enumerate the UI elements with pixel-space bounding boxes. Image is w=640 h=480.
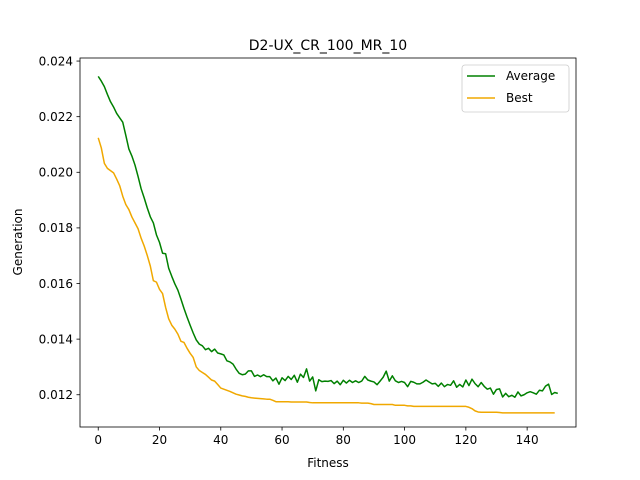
- legend-label-best: Best: [506, 91, 533, 105]
- y-tick-label: 0.018: [39, 221, 73, 235]
- x-tick-label: 40: [213, 433, 228, 447]
- x-tick-label: 140: [516, 433, 539, 447]
- y-tick-label: 0.014: [39, 332, 73, 346]
- y-axis-label: Generation: [11, 209, 25, 276]
- legend: Average Best: [461, 64, 570, 113]
- series-line-best: [97, 137, 555, 414]
- x-tick-label: 100: [393, 433, 416, 447]
- plot-area: [80, 58, 576, 427]
- legend-label-average: Average: [506, 69, 555, 83]
- y-tick-label: 0.012: [39, 388, 73, 402]
- x-tick-label: 60: [274, 433, 289, 447]
- x-tick-label: 80: [336, 433, 351, 447]
- x-axis-label: Fitness: [307, 456, 349, 470]
- ticks-layer: 0 20 40 60 80 100 120 140 0.012 0.014 0.016 0.018 0.…: [39, 54, 539, 447]
- y-tick-label: 0.020: [39, 166, 73, 180]
- chart-title: D2-UX_CR_100_MR_10: [249, 38, 407, 54]
- y-tick-label: 0.022: [39, 110, 73, 124]
- y-tick-label: 0.024: [39, 54, 73, 68]
- x-tick-label: 0: [94, 433, 102, 447]
- x-tick-label: 20: [152, 433, 167, 447]
- series-line-average: [97, 75, 558, 398]
- series-layer: [97, 75, 558, 414]
- y-tick-label: 0.016: [39, 277, 73, 291]
- plot-frame: [79, 57, 577, 428]
- x-tick-label: 120: [454, 433, 477, 447]
